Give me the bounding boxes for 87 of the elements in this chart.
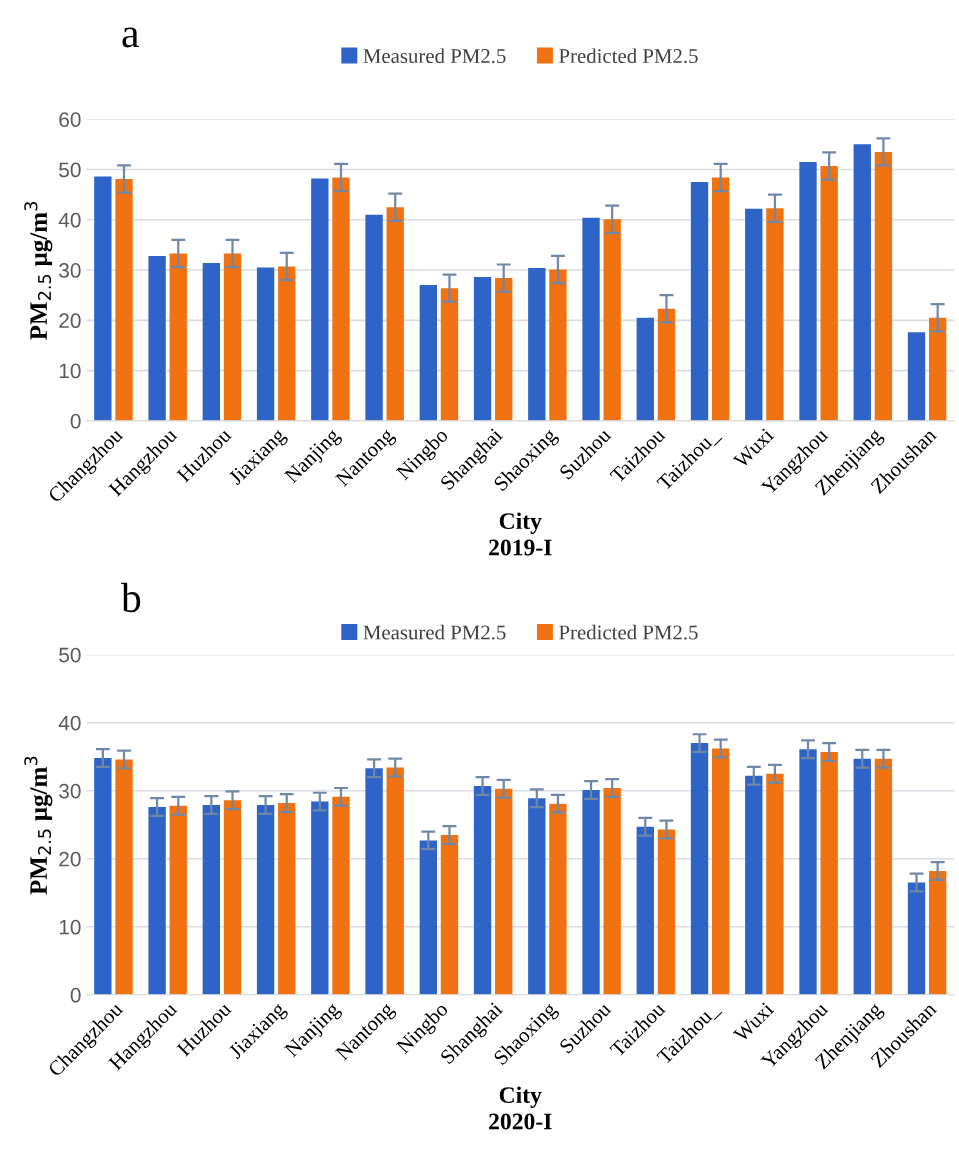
bar	[603, 219, 621, 421]
y-tick-label: 30	[59, 783, 81, 799]
bar	[636, 317, 654, 421]
bar	[311, 178, 329, 421]
legend-label: Predicted PM2.5	[559, 624, 698, 640]
bar	[766, 773, 784, 995]
bar	[202, 805, 221, 995]
bar	[94, 176, 112, 421]
bar	[820, 751, 838, 995]
bar	[278, 266, 296, 421]
bar	[148, 255, 166, 421]
y-tick-label: 40	[58, 715, 81, 731]
bar	[440, 288, 459, 421]
bar	[473, 785, 492, 995]
y-axis-title: PM$_{2.5}$ μg/m$^{3}$	[24, 756, 53, 895]
y-tick-label: 0	[70, 987, 81, 1003]
bar	[223, 253, 242, 421]
y-tick-label: 40	[58, 212, 81, 228]
chart-title: a	[122, 27, 139, 48]
bar	[549, 269, 567, 421]
chart-title: b	[121, 582, 141, 613]
bar	[766, 208, 784, 421]
bar	[712, 177, 730, 421]
bar	[745, 208, 763, 421]
bar	[853, 144, 871, 421]
x-axis-title: City 2020-I	[489, 1086, 552, 1130]
bar	[690, 743, 709, 995]
bar	[202, 263, 221, 421]
bar	[582, 790, 600, 995]
bar	[495, 278, 513, 421]
bar	[853, 758, 871, 995]
bar	[169, 805, 187, 995]
bar	[419, 840, 437, 995]
legend-label: Measured PM2.5	[363, 624, 506, 640]
x-axis-title: City 2019-I	[489, 512, 552, 556]
y-tick-label: 10	[59, 363, 81, 379]
bar	[657, 829, 676, 995]
bar	[256, 267, 275, 421]
bar	[419, 285, 437, 421]
bar	[928, 317, 947, 421]
bar	[365, 768, 383, 995]
bar	[549, 803, 567, 995]
bar	[528, 798, 546, 995]
bar	[169, 253, 187, 421]
legend-label: Measured PM2.5	[363, 48, 506, 64]
bar	[332, 796, 350, 995]
bar	[582, 217, 600, 421]
bar	[94, 758, 112, 995]
bar	[690, 182, 709, 421]
bar	[528, 268, 546, 421]
bar	[386, 207, 404, 421]
bar	[148, 807, 166, 995]
bar	[636, 826, 654, 995]
bar	[874, 151, 893, 421]
y-axis-title: PM$_{2.5}$ μg/m$^{3}$	[24, 202, 53, 340]
bar	[115, 759, 133, 995]
y-tick-label: 60	[59, 112, 81, 127]
bar	[603, 787, 621, 995]
bar	[928, 870, 947, 995]
bar	[223, 800, 242, 995]
bar	[473, 277, 492, 421]
bar	[115, 179, 133, 421]
y-tick-label: 50	[59, 647, 81, 663]
bar	[799, 749, 817, 995]
bar	[657, 308, 676, 421]
bar	[820, 165, 838, 421]
bar	[874, 758, 893, 995]
bar	[495, 788, 513, 995]
bar	[712, 748, 730, 995]
bar	[440, 834, 459, 995]
y-tick-label: 10	[59, 919, 81, 935]
bar	[256, 805, 275, 995]
bar	[365, 214, 383, 421]
y-tick-label: 20	[59, 313, 81, 329]
legend-label: Predicted PM2.5	[559, 48, 698, 64]
bar	[311, 801, 329, 995]
y-tick-label: 0	[70, 413, 81, 429]
y-tick-label: 20	[59, 851, 81, 867]
y-tick-label: 50	[59, 162, 81, 178]
bar	[386, 767, 404, 995]
bar	[907, 882, 926, 995]
bar	[907, 332, 926, 421]
bar	[799, 161, 817, 421]
y-tick-label: 30	[59, 263, 81, 278]
bar	[278, 802, 296, 995]
bar	[745, 775, 763, 995]
bar	[332, 177, 350, 421]
